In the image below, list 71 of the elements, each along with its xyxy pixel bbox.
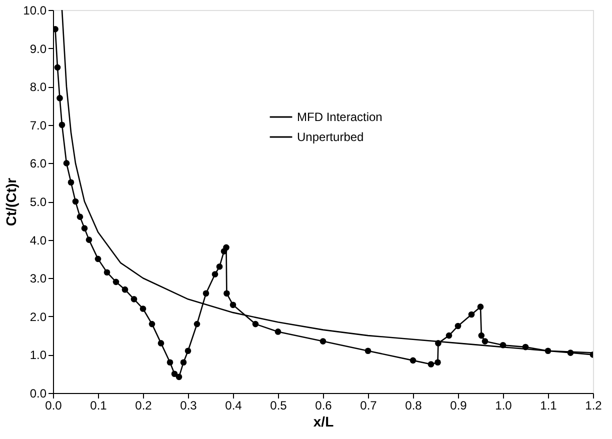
y-tick-label: 1.0 bbox=[30, 348, 47, 362]
point bbox=[72, 198, 79, 205]
point bbox=[428, 361, 434, 368]
x-tick-label: 0.5 bbox=[270, 398, 288, 412]
x-tick-label: 0.6 bbox=[315, 398, 332, 412]
x-tick-label: 1.2 bbox=[585, 398, 602, 412]
point bbox=[112, 278, 120, 286]
y-axis-title: Ct/(Ct)r bbox=[3, 177, 20, 226]
point bbox=[171, 370, 178, 378]
point bbox=[94, 256, 102, 262]
point bbox=[158, 340, 164, 346]
x-tick-label: 0.7 bbox=[360, 398, 378, 412]
point bbox=[184, 348, 192, 354]
x-tick-label: 0.2 bbox=[135, 398, 152, 412]
y-tick-label: 10.0 bbox=[23, 4, 47, 18]
y-tick-label: 6.0 bbox=[30, 156, 47, 171]
point bbox=[446, 332, 452, 339]
point bbox=[54, 64, 61, 71]
point bbox=[76, 214, 84, 220]
x-tick-label: 0.0 bbox=[45, 398, 62, 412]
point bbox=[53, 26, 58, 32]
point bbox=[56, 94, 63, 102]
x-axis-title: x/L bbox=[313, 414, 334, 430]
x-tick-label: 0.8 bbox=[405, 398, 422, 412]
y-tick-label: 3.0 bbox=[30, 272, 47, 286]
point bbox=[212, 271, 218, 278]
y-tick-label: 7.0 bbox=[30, 118, 47, 132]
x-tick-label: 0.3 bbox=[180, 398, 198, 412]
point bbox=[434, 359, 441, 366]
point bbox=[468, 311, 475, 318]
x-tick-label: 1.1 bbox=[540, 398, 558, 412]
legend-label: Unperturbed bbox=[297, 130, 364, 144]
point bbox=[166, 359, 174, 366]
y-tick-label: 5.0 bbox=[30, 195, 47, 209]
point bbox=[274, 328, 282, 335]
point bbox=[86, 236, 92, 243]
point bbox=[202, 290, 210, 297]
point bbox=[68, 179, 74, 186]
point bbox=[216, 263, 223, 270]
point bbox=[176, 374, 182, 380]
y-tick-label: 2.0 bbox=[30, 310, 47, 324]
point bbox=[230, 302, 236, 308]
point bbox=[58, 122, 66, 128]
point bbox=[122, 286, 128, 293]
y-tick-label: 9.0 bbox=[30, 42, 47, 56]
point bbox=[454, 322, 462, 330]
x-tick-label: 0.1 bbox=[90, 398, 108, 412]
point bbox=[364, 348, 372, 354]
point bbox=[252, 320, 259, 328]
legend-label: MFD Interaction bbox=[297, 110, 382, 124]
x-tick-label: 0.4 bbox=[225, 398, 242, 412]
point bbox=[320, 338, 326, 344]
y-tick-label: 8.0 bbox=[30, 80, 47, 94]
point bbox=[81, 225, 88, 232]
point bbox=[478, 332, 485, 339]
point bbox=[223, 244, 230, 251]
point bbox=[410, 357, 416, 364]
point bbox=[477, 304, 484, 310]
point bbox=[224, 290, 230, 297]
point bbox=[140, 306, 146, 312]
x-tick-label: 1.0 bbox=[495, 398, 512, 412]
point bbox=[148, 320, 156, 328]
point bbox=[180, 359, 187, 366]
x-tick-label: 0.9 bbox=[450, 398, 468, 412]
point bbox=[194, 320, 200, 328]
point bbox=[63, 160, 70, 166]
point bbox=[130, 296, 138, 302]
y-tick-label: 0.0 bbox=[30, 386, 47, 400]
y-tick-label: 4.0 bbox=[30, 233, 47, 248]
point bbox=[104, 269, 110, 276]
point bbox=[482, 338, 488, 344]
